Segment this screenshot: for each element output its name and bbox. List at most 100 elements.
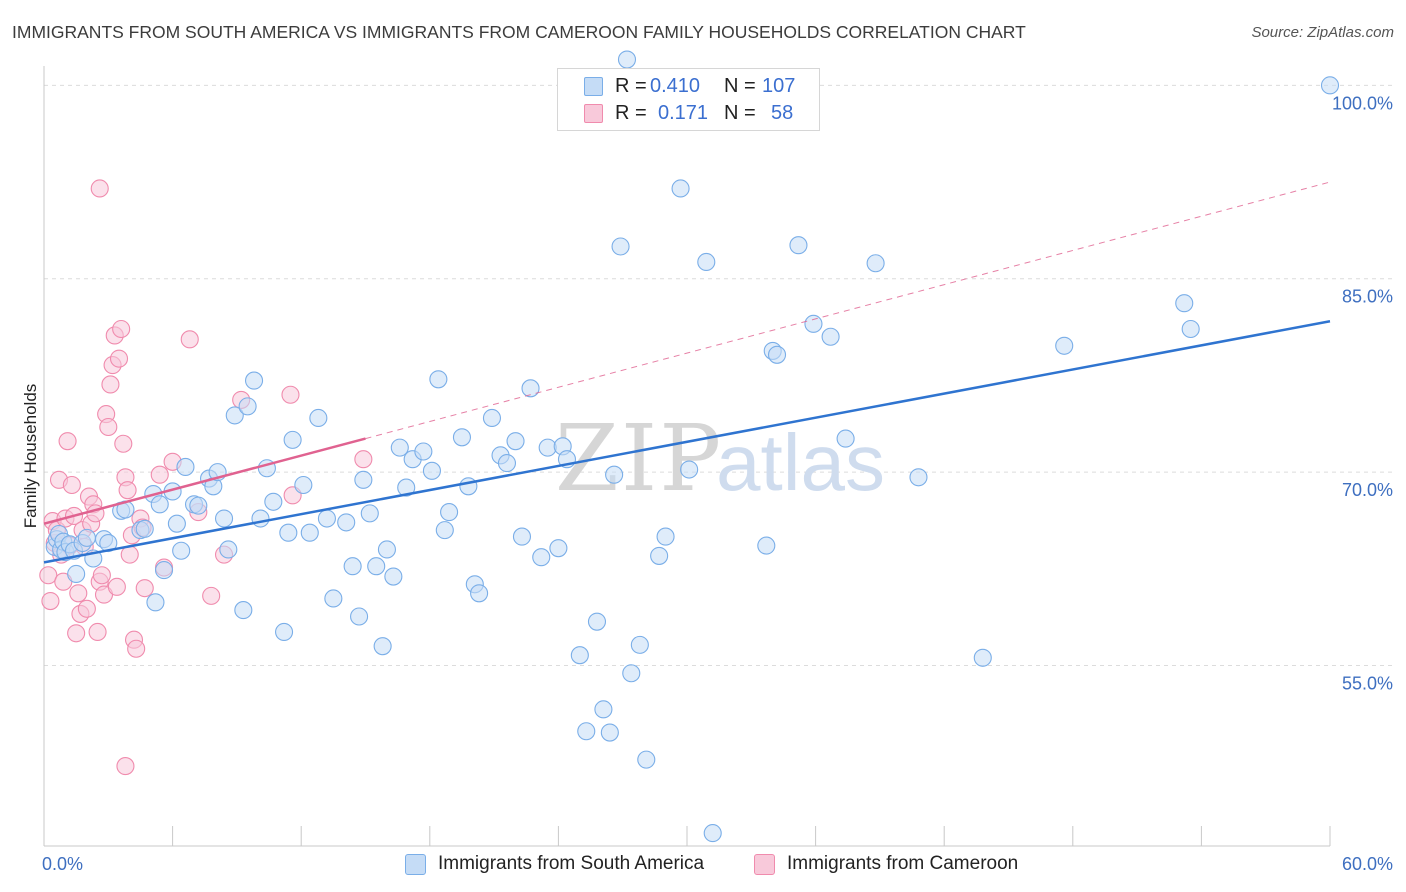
south-america-point bbox=[337, 513, 356, 532]
south-america-point bbox=[283, 430, 302, 449]
cameroon-point bbox=[67, 624, 86, 643]
r-value-cameroon: 0.171 bbox=[658, 102, 709, 124]
south-america-point bbox=[172, 541, 191, 560]
legend-label-cameroon: Immigrants from Cameroon bbox=[787, 853, 1019, 874]
n-value-cameroon: 58 bbox=[771, 102, 794, 124]
south-america-point bbox=[506, 432, 525, 451]
south-america-point bbox=[622, 664, 641, 683]
south-america-point bbox=[757, 536, 776, 555]
south-america-point bbox=[167, 514, 186, 533]
south-america-point bbox=[767, 345, 787, 364]
cameroon-swatch bbox=[584, 104, 603, 123]
south-america-point bbox=[176, 457, 195, 477]
cameroon-point bbox=[107, 577, 126, 596]
south-america-point bbox=[264, 492, 283, 511]
cameroon-point bbox=[88, 622, 107, 642]
trend-lines bbox=[43, 181, 1331, 564]
south-america-point bbox=[577, 722, 596, 741]
south-america-point bbox=[594, 700, 613, 719]
south-america-point bbox=[821, 327, 840, 346]
tick-labels: 55.0% 70.0% 85.0% 100.0% 0.0% 60.0% bbox=[42, 93, 1393, 874]
south-america-point bbox=[656, 527, 675, 546]
r-label: R = bbox=[615, 102, 647, 124]
south-america-point bbox=[429, 370, 448, 389]
south-america-point bbox=[650, 546, 669, 565]
south-america-point bbox=[587, 612, 607, 631]
cameroon-point bbox=[92, 566, 111, 585]
south-america-point bbox=[422, 461, 441, 480]
south-america-point bbox=[77, 528, 96, 547]
cameroon-point bbox=[109, 349, 129, 368]
south-america-point bbox=[397, 478, 416, 497]
cameroon-point bbox=[180, 330, 199, 349]
y-tick-label: 55.0% bbox=[1342, 674, 1393, 694]
cameroon-point bbox=[41, 591, 60, 611]
south-america-point bbox=[324, 589, 343, 608]
south-america-point bbox=[611, 237, 630, 256]
south-america-point bbox=[377, 540, 396, 559]
south-america-point bbox=[836, 429, 855, 448]
r-label: R = bbox=[615, 75, 647, 97]
south-america-point bbox=[300, 523, 319, 542]
south-america-point bbox=[238, 397, 257, 416]
south-america-point bbox=[497, 454, 517, 473]
trend-line-south-america bbox=[43, 320, 1331, 564]
south-america-point bbox=[219, 540, 238, 559]
watermark-atlas: atlas bbox=[716, 418, 885, 507]
cameroon-point bbox=[127, 639, 146, 658]
south-america-point bbox=[617, 50, 637, 69]
south-america-point bbox=[244, 371, 264, 390]
south-america-point bbox=[1175, 294, 1194, 313]
south-america-point bbox=[225, 406, 244, 425]
chart-title: IMMIGRANTS FROM SOUTH AMERICA VS IMMIGRA… bbox=[12, 22, 1026, 42]
south-america-point bbox=[1320, 76, 1340, 95]
south-america-point bbox=[973, 648, 992, 667]
cameroon-point bbox=[101, 375, 120, 394]
south-america-point bbox=[521, 379, 540, 398]
trend-line-cameroon bbox=[43, 437, 366, 525]
south-america-point bbox=[214, 509, 234, 528]
south-america-point bbox=[470, 584, 489, 603]
south-america-point bbox=[549, 539, 568, 558]
cameroon-point bbox=[58, 432, 77, 451]
cameroon-point bbox=[39, 566, 58, 585]
r-value-south-america: 0.410 bbox=[650, 75, 701, 97]
cameroon-point bbox=[77, 599, 96, 618]
stats-legend-box: R = 0.410 N = 107 R = 0.171 N = 58 bbox=[557, 68, 820, 131]
south-america-point bbox=[373, 637, 392, 656]
south-america-point bbox=[135, 519, 154, 538]
south-america-point bbox=[343, 557, 362, 576]
legend-swatch-south-america bbox=[405, 854, 426, 875]
cameroon-point bbox=[112, 319, 131, 339]
chart-source: Source: ZipAtlas.com bbox=[1251, 24, 1394, 41]
y-tick-label: 70.0% bbox=[1342, 480, 1393, 500]
cameroon-point bbox=[99, 417, 118, 437]
south-america-point bbox=[637, 750, 656, 769]
y-axis-title: Family Households bbox=[21, 384, 40, 529]
cameroon-point bbox=[69, 584, 88, 603]
south-america-point bbox=[459, 477, 478, 496]
south-america-point bbox=[1181, 319, 1200, 339]
south-america-point bbox=[600, 723, 619, 742]
cameroon-point bbox=[150, 465, 169, 484]
legend-swatch-cameroon bbox=[754, 854, 775, 875]
south-america-point bbox=[390, 438, 409, 457]
trend-line-cameroon-extension bbox=[365, 181, 1331, 440]
south-america-point bbox=[440, 503, 459, 522]
south-america-point bbox=[570, 646, 589, 665]
cameroon-point bbox=[202, 586, 221, 605]
south-america-point bbox=[482, 408, 502, 428]
south-america-point bbox=[697, 252, 716, 272]
cameroon-point bbox=[62, 475, 81, 495]
cameroon-point bbox=[354, 450, 373, 469]
cameroon-point bbox=[135, 579, 154, 598]
south-america-point bbox=[309, 408, 328, 428]
south-america-point bbox=[154, 561, 174, 580]
south-america-point bbox=[354, 470, 373, 489]
south-america-point bbox=[251, 509, 270, 528]
south-america-point bbox=[605, 465, 624, 484]
n-label: N = bbox=[724, 102, 756, 124]
n-value-south-america: 107 bbox=[762, 75, 796, 97]
south-america-point bbox=[414, 442, 433, 461]
